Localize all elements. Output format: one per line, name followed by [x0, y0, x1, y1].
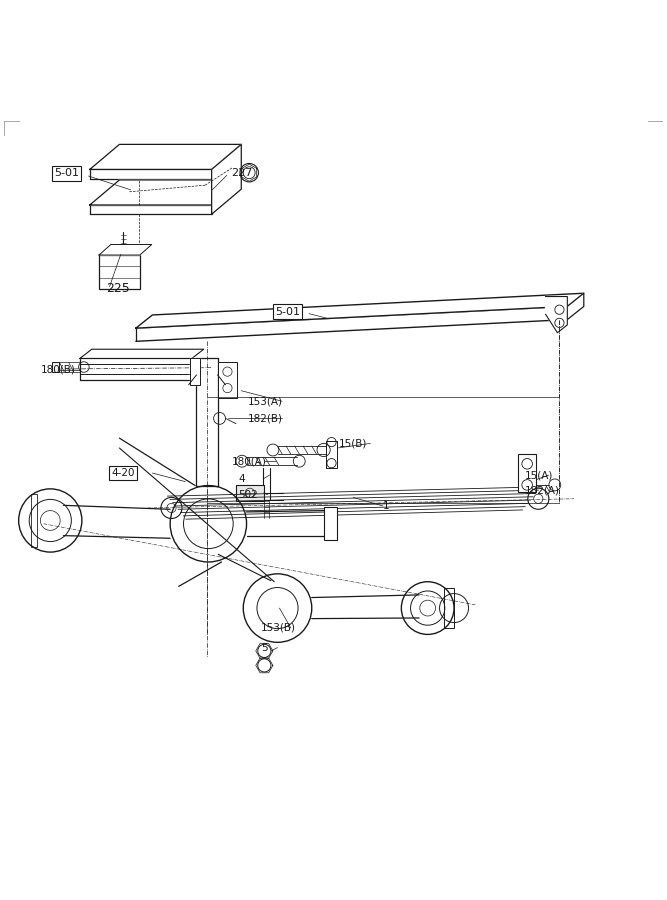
Text: 4: 4 [238, 474, 245, 484]
Text: 5-01: 5-01 [275, 307, 300, 317]
Bar [323, 508, 337, 540]
Text: 225: 225 [106, 282, 130, 295]
Bar [99, 255, 140, 289]
Bar [217, 362, 237, 398]
Polygon shape [99, 245, 151, 255]
Text: 153(B): 153(B) [261, 623, 296, 633]
Text: 502: 502 [238, 490, 257, 500]
Text: 182(A): 182(A) [524, 486, 560, 496]
Text: 180(A): 180(A) [231, 456, 266, 466]
Bar [325, 441, 338, 468]
Polygon shape [80, 349, 203, 358]
Bar [31, 494, 37, 547]
Polygon shape [546, 296, 568, 333]
Polygon shape [211, 144, 241, 214]
Text: 182(B): 182(B) [248, 413, 283, 423]
Text: 153(A): 153(A) [248, 396, 283, 406]
Text: 1: 1 [383, 501, 390, 511]
Bar [444, 589, 454, 628]
Polygon shape [568, 293, 584, 320]
Polygon shape [190, 358, 200, 385]
Text: 227: 227 [231, 168, 253, 178]
Text: 15(A): 15(A) [524, 470, 553, 480]
Text: 15(B): 15(B) [339, 438, 367, 448]
Text: 4-20: 4-20 [111, 468, 135, 478]
Bar [236, 485, 263, 500]
Polygon shape [90, 144, 241, 169]
Text: 180(B): 180(B) [41, 364, 75, 374]
Polygon shape [90, 180, 241, 205]
Polygon shape [136, 293, 584, 328]
Text: 5: 5 [261, 643, 267, 652]
Bar [518, 454, 536, 492]
Text: 5-01: 5-01 [54, 168, 79, 178]
Bar [51, 362, 59, 373]
